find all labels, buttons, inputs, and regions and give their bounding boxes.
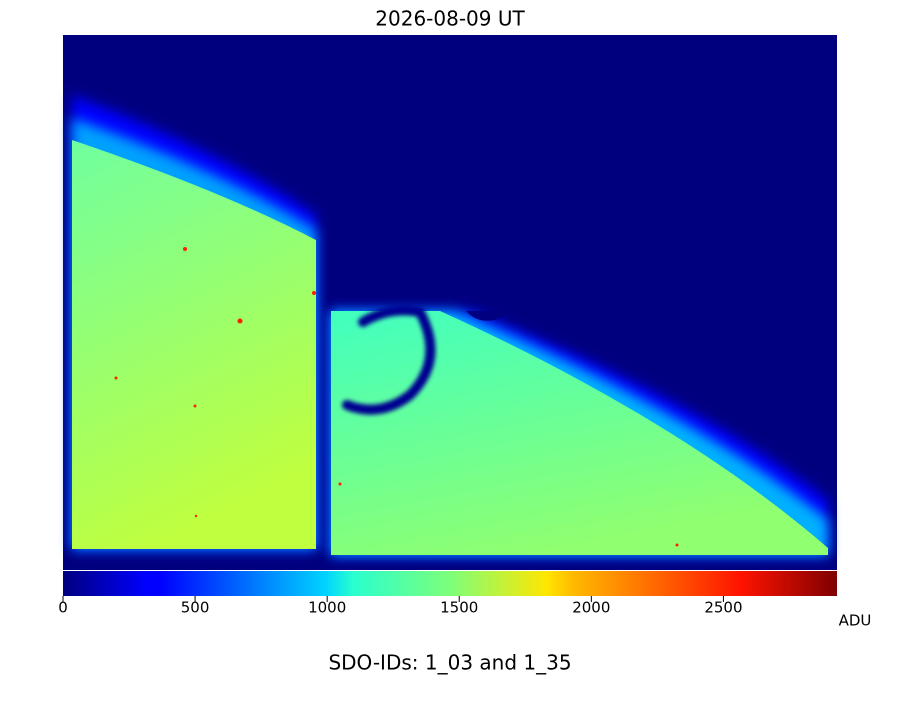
caption: SDO-IDs: 1_03 and 1_35 [328, 651, 571, 675]
colorbar-tick-label: 2500 [704, 599, 742, 617]
colorbar-label: ADU [839, 612, 872, 630]
colorbar [63, 571, 837, 596]
colorbar-tick-label: 500 [181, 599, 210, 617]
colorbar-tick-label: 2000 [572, 599, 610, 617]
image [63, 35, 837, 570]
colorbar-tick-label: 1500 [440, 599, 478, 617]
colorbar-tick-label: 1000 [308, 599, 346, 617]
chart-title: 2026-08-09 UT [375, 7, 525, 31]
colorbar-tick-label: 0 [58, 599, 68, 617]
